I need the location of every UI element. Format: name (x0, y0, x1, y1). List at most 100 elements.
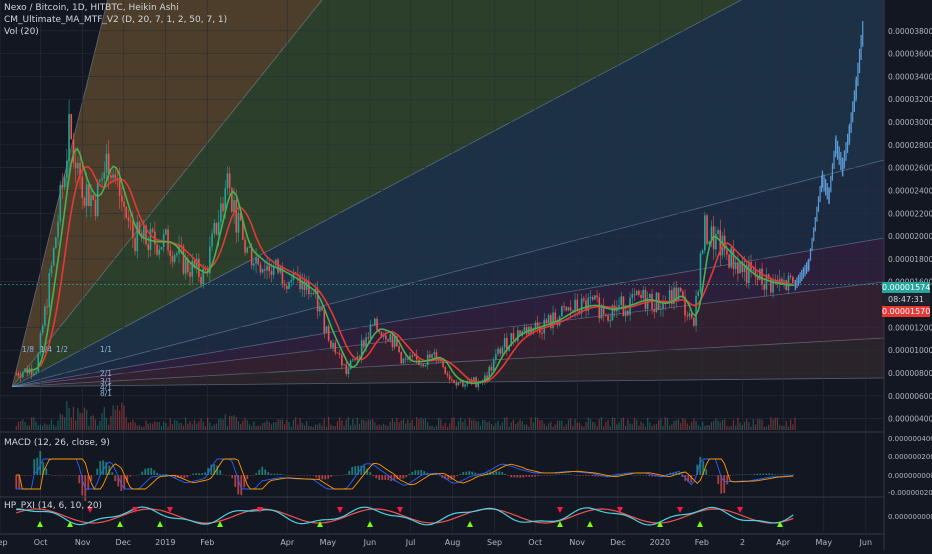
volume-bar (79, 412, 81, 430)
candle (24, 368, 26, 373)
candle (59, 184, 62, 222)
candle (451, 379, 453, 381)
volume-bar (213, 424, 215, 430)
macd-histogram-bar (384, 475, 387, 480)
volume-bar (372, 419, 374, 430)
candle (55, 237, 57, 249)
forecast-bar (802, 267, 804, 279)
candle (48, 273, 51, 308)
volume-bar (581, 425, 583, 430)
volume-bar (321, 425, 323, 430)
candle (123, 201, 125, 207)
pxi-legend[interactable]: HP_PXI (14, 6, 10, 20) (4, 501, 103, 511)
volume-bar (273, 422, 275, 430)
candle (83, 198, 86, 206)
volume-bar (387, 426, 389, 430)
macd-histogram-bar (534, 475, 537, 477)
candle (180, 244, 183, 247)
volume-bar (220, 418, 222, 430)
fan-line (12, 0, 743, 388)
volume-bar (675, 420, 677, 430)
macd-histogram-bar (138, 474, 141, 476)
volume-bar (451, 418, 453, 430)
macd-legend[interactable]: MACD (12, 26, close, 9) (4, 438, 110, 448)
candle (246, 247, 249, 253)
candle (618, 304, 620, 307)
macd-histogram-bar (486, 472, 489, 475)
volume-bar (563, 426, 565, 430)
candle (200, 276, 202, 284)
macd-histogram-bar (93, 475, 96, 476)
sell-marker (617, 507, 623, 513)
candle (369, 324, 372, 339)
macd-histogram-bar (303, 475, 306, 476)
candle (561, 306, 563, 317)
volume-bar (160, 426, 163, 430)
candle (660, 309, 662, 311)
macd-histogram-bar (252, 475, 255, 476)
volume-bar (435, 425, 438, 430)
macd-histogram-bar (570, 474, 573, 476)
macd-histogram-bar (516, 475, 519, 478)
candle (563, 306, 565, 308)
macd-histogram-bar (297, 475, 300, 476)
volume-bar (550, 421, 552, 430)
macd-histogram-bar (348, 470, 351, 475)
volume-bar (165, 422, 167, 430)
macd-histogram-bar (336, 475, 339, 476)
fan-ratio-label: 2/1 (100, 369, 112, 378)
volume-bar (781, 425, 783, 430)
volume-bar (574, 418, 576, 430)
volume-bar (721, 419, 724, 430)
volume-bar (523, 424, 526, 430)
volume-bar (189, 420, 191, 430)
candle (253, 263, 255, 266)
macd-histogram-bar (528, 475, 531, 477)
volume-bar (693, 418, 695, 430)
x-tick-label: 2 (740, 538, 745, 547)
candle (143, 225, 145, 239)
volume-label[interactable]: Vol (20) (4, 27, 39, 37)
candle (151, 229, 154, 232)
x-tick-label: Jun (859, 538, 873, 547)
volume-bar (178, 423, 180, 430)
forecast-bar (833, 150, 835, 169)
forecast-bar (855, 76, 857, 100)
volume-bar (163, 421, 165, 430)
volume-bar (325, 426, 328, 430)
candle (96, 181, 99, 216)
pxi-tick-label: 0.0000000000 (888, 513, 932, 521)
volume-bar (603, 426, 605, 430)
candle (354, 359, 356, 361)
volume-bar (281, 419, 284, 430)
volume-bar (255, 426, 257, 430)
candle (310, 293, 312, 295)
buy-marker (657, 521, 663, 527)
volume-bar (627, 419, 629, 430)
volume-bar (460, 417, 462, 430)
macd-histogram-bar (294, 475, 297, 476)
symbol-label[interactable]: Nexo / Bitcoin, 1D, HITBTC, Heikin Ashi (4, 3, 179, 13)
candle (312, 293, 315, 295)
last-price-tag: 0.00001574 (882, 282, 931, 293)
macd-histogram-bar (786, 474, 789, 475)
volume-bar (735, 425, 737, 430)
volume-bar (662, 425, 664, 430)
candle (389, 334, 392, 341)
candle (257, 257, 260, 265)
candle (583, 298, 585, 301)
macd-histogram-bar (192, 473, 195, 475)
candle (435, 352, 438, 361)
forecast-bar (857, 62, 859, 87)
volume-bar (506, 417, 508, 430)
candle (497, 348, 499, 354)
volume-bar (354, 424, 356, 430)
volume-bar (763, 426, 765, 430)
volume-bar (739, 422, 741, 430)
macd-histogram-bar (33, 459, 36, 475)
indicator-label[interactable]: CM_Ultimate_MA_MTF_V2 (D, 20, 7, 1, 2, 5… (4, 15, 228, 25)
